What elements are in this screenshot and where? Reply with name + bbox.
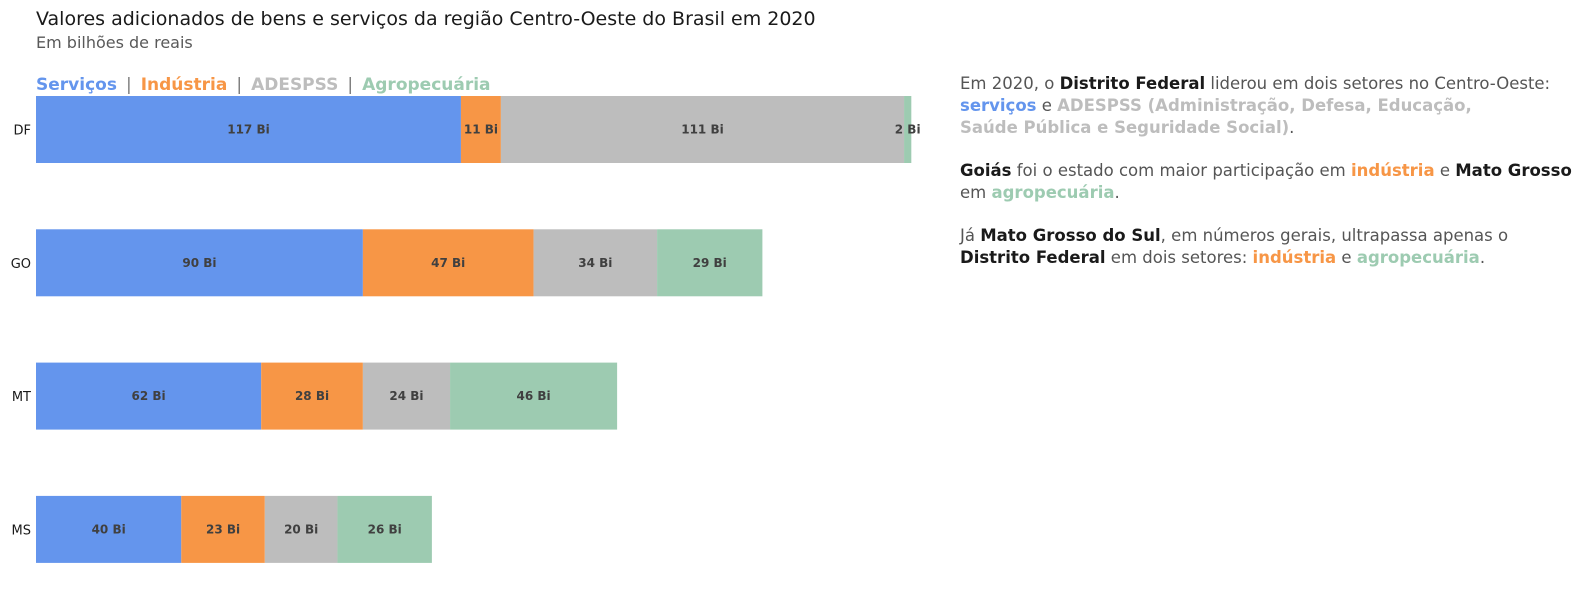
note-text: em bbox=[960, 183, 992, 202]
category-label-df: DF bbox=[14, 124, 32, 139]
bar-segment-go-adespss bbox=[533, 229, 658, 297]
note-highlight: Distrito Federal bbox=[960, 248, 1106, 267]
data-label-ms-industria: 23 Bi bbox=[206, 522, 240, 536]
bar-segment-ms-industria bbox=[181, 495, 265, 563]
note-text: foi o estado com maior participação em bbox=[1011, 161, 1351, 180]
data-label-mt-agropecuaria: 46 Bi bbox=[517, 389, 551, 403]
data-label-df-agropecuaria: 2 Bi bbox=[895, 123, 921, 137]
note-text: , em números gerais, ultrapassa apenas o bbox=[1160, 226, 1509, 245]
annotation-line: Já Mato Grosso do Sul, em números gerais… bbox=[960, 225, 1508, 247]
bar-segment-df-servicos bbox=[36, 96, 461, 163]
data-label-ms-servicos: 40 Bi bbox=[92, 522, 126, 536]
note-text: liderou em dois setores no Centro-Oeste: bbox=[1205, 74, 1551, 93]
note-highlight: Mato Grosso do Sul bbox=[980, 226, 1161, 245]
chart-subtitle: Em bilhões de reais bbox=[36, 33, 193, 52]
bar-segment-df-adespss bbox=[500, 96, 905, 163]
bar-segment-ms-adespss bbox=[264, 495, 338, 563]
note-sector-industria: indústria bbox=[1351, 161, 1435, 180]
data-label-ms-agropecuaria: 26 Bi bbox=[368, 522, 402, 536]
bar-segment-mt-adespss bbox=[362, 362, 451, 430]
note-text: Já bbox=[960, 226, 981, 245]
legend-separator: | bbox=[236, 75, 243, 95]
annotation-paragraph-1: Em 2020, o Distrito Federal liderou em d… bbox=[960, 73, 1550, 139]
note-text: e bbox=[1434, 161, 1456, 180]
note-highlight: Distrito Federal bbox=[1059, 74, 1206, 93]
category-label-go: GO bbox=[11, 257, 31, 272]
annotation-line: Goiás foi o estado com maior participaçã… bbox=[960, 160, 1572, 182]
legend-separator: | bbox=[125, 75, 132, 95]
bar-segment-mt-agropecuaria bbox=[450, 362, 618, 430]
note-text: . bbox=[1114, 183, 1120, 202]
data-label-go-industria: 47 Bi bbox=[431, 256, 465, 270]
annotation-paragraph-2: Goiás foi o estado com maior participaçã… bbox=[960, 160, 1572, 204]
legend-item-industria: Indústria bbox=[140, 75, 228, 95]
note-text: e bbox=[1036, 96, 1058, 115]
bar-segment-mt-servicos bbox=[36, 362, 262, 430]
legend: Serviços | Indústria | ADESPSS | Agropecuária bbox=[36, 75, 491, 95]
note-text: Em 2020, o bbox=[960, 74, 1060, 93]
note-sector-adespss: ADESPSS (Administração, Defesa, Educação… bbox=[1057, 96, 1472, 115]
bar-segment-go-agropecuaria bbox=[657, 229, 763, 297]
data-label-df-industria: 11 Bi bbox=[464, 123, 498, 137]
legend-item-agropecuaria: Agropecuária bbox=[362, 75, 491, 95]
annotation-line: em agropecuária. bbox=[960, 182, 1572, 204]
annotation-line: Distrito Federal em dois setores: indúst… bbox=[960, 247, 1508, 269]
data-label-mt-servicos: 62 Bi bbox=[132, 389, 166, 403]
note-highlight: Mato Grosso bbox=[1455, 161, 1572, 180]
chart-title: Valores adicionados de bens e serviços d… bbox=[36, 8, 816, 30]
annotation-line: Saúde Pública e Seguridade Social). bbox=[960, 117, 1550, 139]
data-label-go-agropecuaria: 29 Bi bbox=[693, 256, 727, 270]
annotation-line: Em 2020, o Distrito Federal liderou em d… bbox=[960, 73, 1550, 95]
note-highlight: Goiás bbox=[960, 161, 1012, 180]
note-sector-agropecuaria: agropecuária bbox=[991, 183, 1115, 202]
annotation-line: serviços e ADESPSS (Administração, Defes… bbox=[960, 95, 1550, 117]
bar-segment-df-industria bbox=[460, 96, 501, 163]
note-sector-agropecuaria: agropecuária bbox=[1356, 248, 1480, 267]
bar-segment-go-servicos bbox=[36, 229, 363, 297]
note-sector-adespss: Saúde Pública e Seguridade Social) bbox=[960, 118, 1290, 137]
note-sector-servicos: serviços bbox=[960, 96, 1037, 115]
category-label-mt: MT bbox=[12, 390, 31, 405]
data-label-df-servicos: 117 Bi bbox=[227, 123, 270, 137]
bar-segment-go-industria bbox=[362, 229, 534, 297]
stacked-bar-chart: DF 117 Bi 11 Bi 111 Bi 2 Bi GO 90 Bi 47 Bi 34 Bi… bbox=[11, 96, 921, 563]
bar-segment-df-agropecuaria bbox=[904, 96, 912, 163]
data-label-mt-industria: 28 Bi bbox=[295, 389, 329, 403]
legend-separator: | bbox=[347, 75, 354, 95]
legend-item-servicos: Serviços bbox=[36, 75, 117, 95]
data-label-go-adespss: 34 Bi bbox=[578, 256, 612, 270]
data-label-df-adespss: 111 Bi bbox=[681, 123, 724, 137]
data-label-go-servicos: 90 Bi bbox=[182, 256, 216, 270]
annotation-paragraph-3: Já Mato Grosso do Sul, em números gerais… bbox=[960, 225, 1508, 269]
legend-item-adespss: ADESPSS bbox=[251, 75, 339, 95]
note-sector-industria: indústria bbox=[1252, 248, 1337, 267]
note-text: . bbox=[1289, 118, 1295, 137]
data-label-ms-adespss: 20 Bi bbox=[284, 522, 318, 536]
data-label-mt-adespss: 24 Bi bbox=[389, 389, 423, 403]
note-text: . bbox=[1479, 248, 1486, 267]
note-text: em dois setores: bbox=[1105, 248, 1253, 267]
category-label-ms: MS bbox=[12, 523, 31, 538]
bar-segment-ms-agropecuaria bbox=[337, 495, 432, 563]
note-text: e bbox=[1336, 248, 1357, 267]
bar-segment-ms-servicos bbox=[36, 495, 182, 563]
bar-segment-mt-industria bbox=[261, 362, 363, 430]
